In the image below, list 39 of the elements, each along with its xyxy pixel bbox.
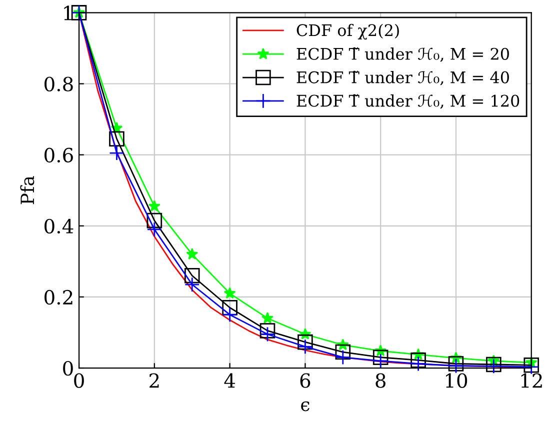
point bbox=[260, 323, 276, 338]
y-tick-label: 0 bbox=[63, 360, 73, 376]
point bbox=[186, 248, 198, 260]
point bbox=[109, 131, 124, 146]
point bbox=[224, 287, 236, 299]
y-tick-label: 0.2 bbox=[44, 290, 72, 305]
legend-label: ECDF T̃ under ℋ₀, M = 40 bbox=[296, 70, 509, 86]
point bbox=[146, 212, 162, 228]
x-tick-label: 10 bbox=[446, 373, 468, 388]
x-axis-title: ϵ bbox=[301, 401, 310, 412]
y-axis-title: Pfa bbox=[20, 176, 34, 204]
legend-label: ECDF T̃ under ℋ₀, M = 20 bbox=[296, 47, 509, 62]
x-tick-label: 2 bbox=[150, 373, 159, 388]
point bbox=[410, 352, 426, 368]
point bbox=[372, 350, 388, 365]
point bbox=[298, 334, 313, 350]
point bbox=[372, 353, 388, 369]
point bbox=[184, 276, 200, 292]
point bbox=[335, 350, 351, 365]
point bbox=[335, 344, 351, 360]
y-tick-label: 0.4 bbox=[44, 218, 74, 234]
point bbox=[109, 145, 124, 161]
y-tick-label: 1 bbox=[64, 6, 72, 20]
x-tick-label: 12 bbox=[521, 373, 542, 388]
point bbox=[260, 326, 276, 342]
x-tick-label: 6 bbox=[300, 373, 310, 388]
point bbox=[148, 200, 160, 212]
point bbox=[298, 339, 313, 354]
legend-label: ECDF T̃ under ℋ₀, M = 120 bbox=[296, 94, 520, 109]
x-tick-label: 4 bbox=[224, 373, 236, 388]
point bbox=[262, 312, 274, 324]
point bbox=[146, 222, 162, 238]
x-tick-label: 0 bbox=[74, 373, 84, 388]
y-tick-label: 0.8 bbox=[44, 76, 73, 92]
x-tick-label: 8 bbox=[376, 373, 386, 388]
point bbox=[222, 307, 238, 322]
y-tick-label: 0.6 bbox=[44, 148, 73, 162]
point bbox=[184, 268, 200, 284]
legend-label: CDF of χ2(2) bbox=[296, 24, 399, 40]
